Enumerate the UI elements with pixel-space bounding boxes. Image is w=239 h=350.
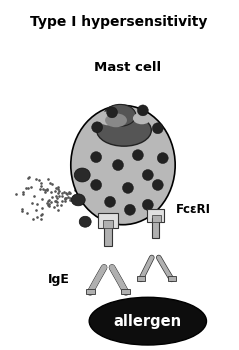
Ellipse shape <box>132 150 143 161</box>
Ellipse shape <box>125 204 136 215</box>
Ellipse shape <box>107 107 118 118</box>
Ellipse shape <box>152 180 163 190</box>
Ellipse shape <box>71 105 175 225</box>
Ellipse shape <box>97 114 151 146</box>
Text: Type I hypersensitivity: Type I hypersensitivity <box>30 15 208 29</box>
Bar <box>103 220 113 228</box>
Ellipse shape <box>105 113 127 127</box>
Ellipse shape <box>98 111 118 125</box>
Bar <box>152 218 159 238</box>
Ellipse shape <box>74 168 90 182</box>
Text: Mast cell: Mast cell <box>94 61 162 74</box>
Ellipse shape <box>152 123 163 134</box>
Ellipse shape <box>157 153 168 163</box>
Ellipse shape <box>89 297 206 345</box>
Ellipse shape <box>113 160 124 170</box>
Ellipse shape <box>104 104 136 126</box>
Bar <box>98 213 118 228</box>
Ellipse shape <box>142 199 153 210</box>
Bar <box>121 289 130 294</box>
Ellipse shape <box>133 112 151 124</box>
Ellipse shape <box>91 180 102 190</box>
Ellipse shape <box>137 105 148 116</box>
Bar <box>168 276 176 281</box>
Ellipse shape <box>79 216 91 227</box>
Ellipse shape <box>142 169 153 181</box>
Ellipse shape <box>71 194 85 206</box>
Ellipse shape <box>92 122 103 133</box>
Ellipse shape <box>105 196 115 207</box>
Bar <box>137 276 145 281</box>
Bar <box>86 289 95 294</box>
Text: allergen: allergen <box>114 314 182 329</box>
Bar <box>152 215 161 222</box>
Bar <box>104 224 112 246</box>
Text: IgE: IgE <box>47 273 69 286</box>
Bar <box>147 209 164 222</box>
Ellipse shape <box>122 182 133 194</box>
Ellipse shape <box>91 152 102 162</box>
Text: FcεRI: FcεRI <box>176 203 211 216</box>
